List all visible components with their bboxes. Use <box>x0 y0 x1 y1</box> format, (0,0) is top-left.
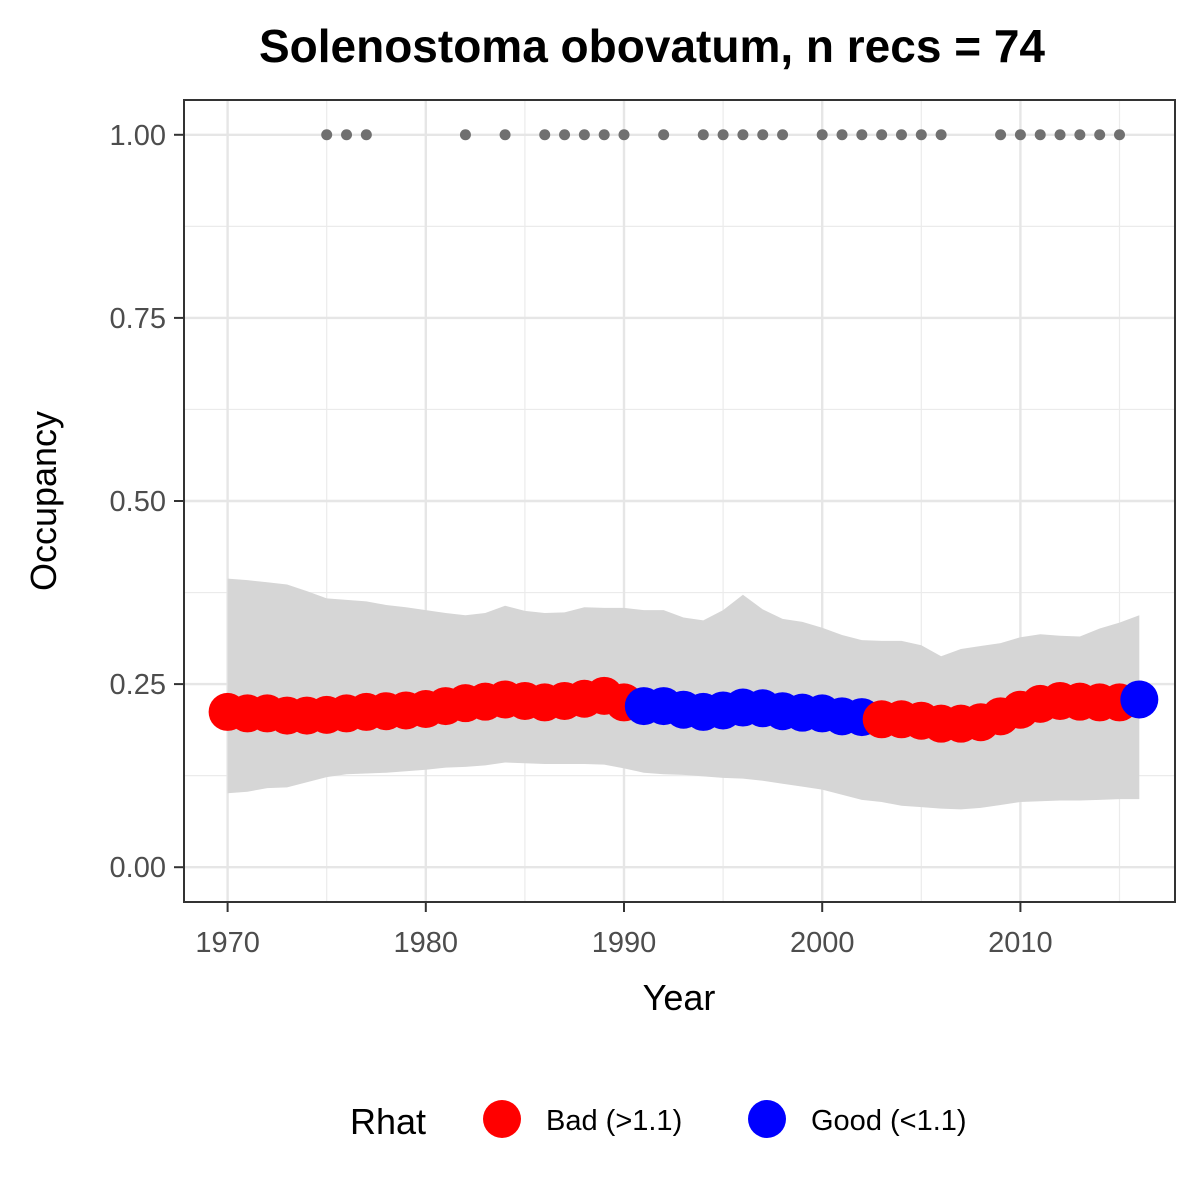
record-point-1997 <box>757 129 769 141</box>
chart-title: Solenostoma obovatum, n recs = 74 <box>259 20 1045 72</box>
legend-key-bad <box>483 1100 521 1138</box>
y-tick-label-0: 0.00 <box>110 852 166 884</box>
y-axis: 0.00 0.25 0.50 0.75 1.00 <box>110 120 184 884</box>
x-tick-label-0: 1970 <box>195 927 260 959</box>
occupancy-point-2016 <box>1120 680 1159 719</box>
record-point-1977 <box>360 129 372 141</box>
occupancy-points-layer <box>208 676 1159 743</box>
record-point-2009 <box>995 129 1007 141</box>
record-point-1996 <box>737 129 749 141</box>
x-tick-label-2: 1990 <box>592 927 657 959</box>
record-point-1984 <box>499 129 511 141</box>
record-point-2006 <box>935 129 947 141</box>
record-point-2011 <box>1034 129 1046 141</box>
record-point-2000 <box>816 129 828 141</box>
x-tick-label-3: 2000 <box>790 927 855 959</box>
legend-title: Rhat <box>350 1101 426 1142</box>
record-point-2001 <box>836 129 848 141</box>
legend: Rhat Bad (>1.1) Good (<1.1) <box>350 1100 967 1142</box>
record-point-1976 <box>341 129 353 141</box>
y-tick-label-3: 0.75 <box>110 303 166 335</box>
x-tick-label-1: 1980 <box>394 927 459 959</box>
y-tick-label-1: 0.25 <box>110 669 166 701</box>
plot-panel <box>183 99 1176 903</box>
record-point-2004 <box>895 129 907 141</box>
record-point-2010 <box>1014 129 1026 141</box>
record-point-1998 <box>777 129 789 141</box>
record-point-1990 <box>618 129 630 141</box>
record-point-1992 <box>658 129 670 141</box>
legend-label-good: Good (<1.1) <box>811 1105 967 1137</box>
y-axis-title: Occupancy <box>23 411 64 591</box>
record-point-1987 <box>559 129 571 141</box>
record-point-1988 <box>578 129 590 141</box>
record-point-1995 <box>717 129 729 141</box>
record-point-1975 <box>321 129 333 141</box>
y-tick-label-2: 0.50 <box>110 486 166 518</box>
record-point-2014 <box>1094 129 1106 141</box>
record-point-2003 <box>876 129 888 141</box>
record-point-2002 <box>856 129 868 141</box>
record-points-layer <box>321 129 1126 141</box>
legend-label-bad: Bad (>1.1) <box>546 1105 682 1137</box>
record-point-2012 <box>1054 129 1066 141</box>
record-point-1986 <box>539 129 551 141</box>
x-axis-title: Year <box>643 977 716 1018</box>
record-point-1989 <box>598 129 610 141</box>
record-point-1994 <box>697 129 709 141</box>
y-tick-label-4: 1.00 <box>110 120 166 152</box>
record-point-2015 <box>1114 129 1126 141</box>
legend-key-good <box>748 1100 786 1138</box>
record-point-2005 <box>915 129 927 141</box>
x-axis: 1970 1980 1990 2000 2010 <box>195 902 1053 959</box>
record-point-2013 <box>1074 129 1086 141</box>
record-point-1982 <box>459 129 471 141</box>
x-tick-label-4: 2010 <box>988 927 1053 959</box>
